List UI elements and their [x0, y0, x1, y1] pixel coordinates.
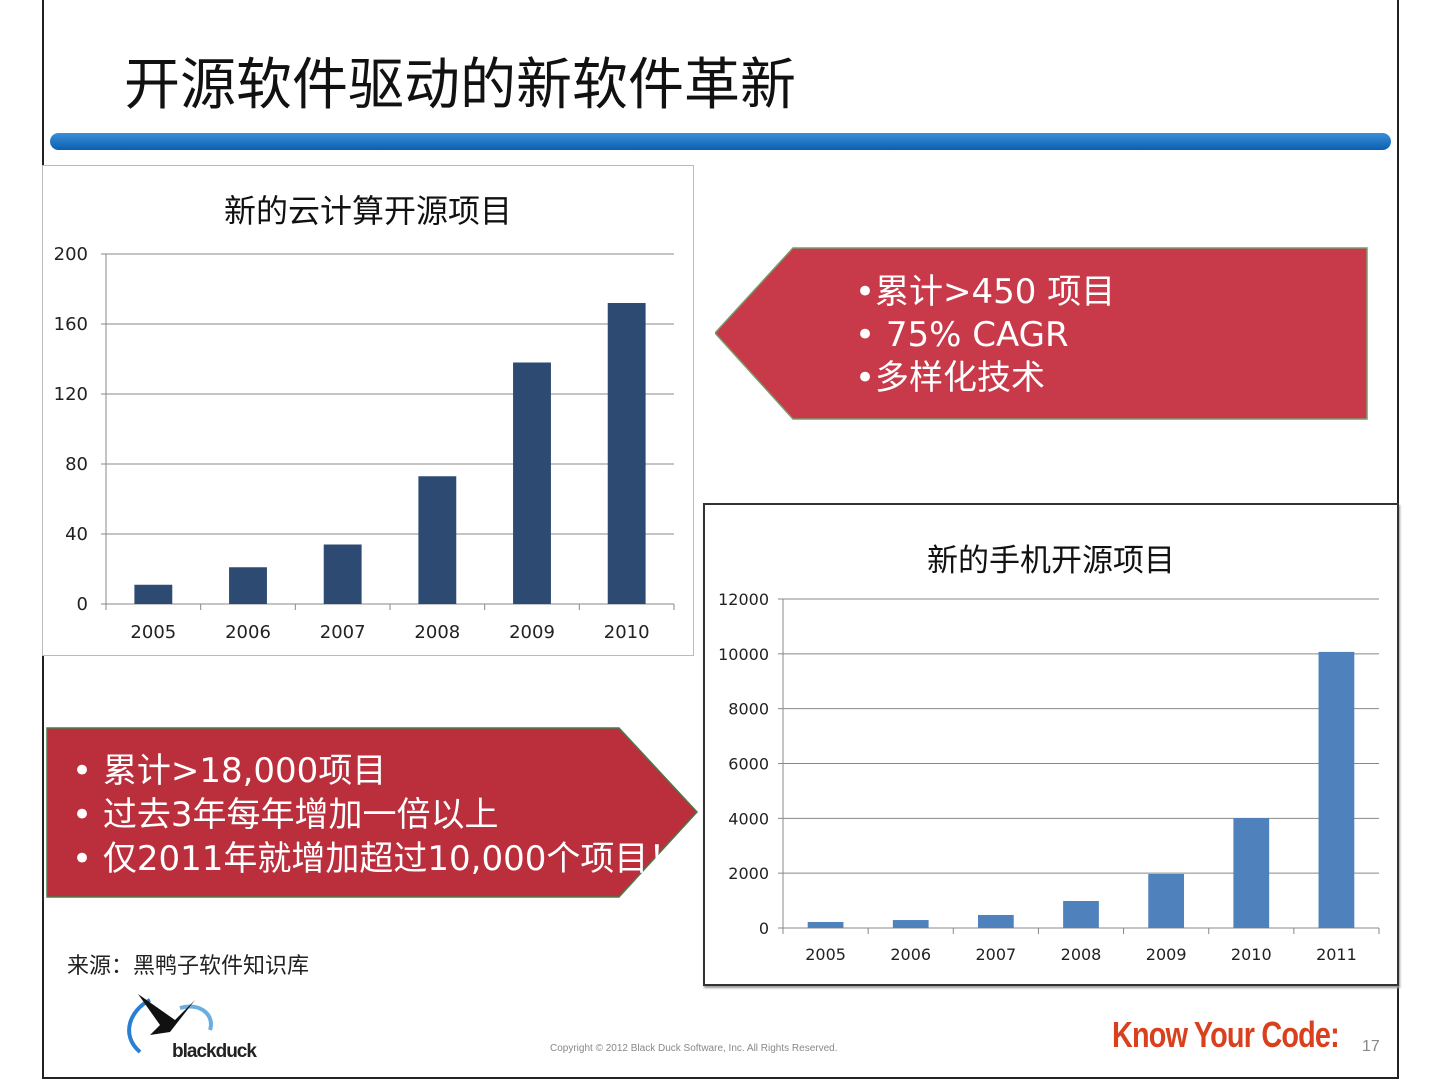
cloud-xtick-label: 2007	[320, 622, 366, 643]
mobile-xtick-label: 2005	[805, 945, 846, 964]
cloud-ytick-label: 200	[54, 244, 88, 265]
mobile-ytick-label: 12000	[718, 590, 769, 609]
mobile-callout-line: • 累计>18,000项目	[72, 751, 387, 791]
cloud-bar	[323, 544, 362, 604]
mobile-bar	[1318, 651, 1355, 928]
logo-text: blackduck	[172, 1041, 257, 1062]
source-note: 来源：黑鸭子软件知识库	[67, 954, 310, 979]
cloud-callout-line: •多样化技术	[855, 358, 1046, 398]
mobile-callout-line: • 过去3年每年增加一倍以上	[72, 795, 499, 835]
mobile-xtick-label: 2007	[975, 945, 1016, 964]
mobile-bar	[1233, 818, 1270, 928]
cloud-xtick-label: 2008	[414, 622, 460, 643]
mobile-callout-line: • 仅2011年就增加超过10,000个项目！	[72, 839, 683, 879]
slide-title: 开源软件驱动的新软件革新	[124, 53, 796, 118]
mobile-xtick-label: 2010	[1231, 945, 1272, 964]
cloud-chart-title: 新的云计算开源项目	[223, 192, 512, 230]
cloud-bar	[418, 476, 457, 604]
mobile-chart-plot: 0 2000 4000 6000 8000 10000 12000 2005 2006 2007 2…	[718, 590, 1380, 964]
cloud-xtick-label: 2005	[130, 622, 176, 643]
mobile-ytick-label: 0	[759, 919, 769, 938]
cloud-xtick-label: 2010	[604, 622, 650, 643]
cloud-callout-line: • 75% CAGR	[855, 315, 1069, 355]
mobile-xtick-label: 2011	[1316, 945, 1357, 964]
mobile-xtick-label: 2006	[890, 945, 931, 964]
cloud-bar	[607, 303, 646, 604]
mobile-chart-title: 新的手机开源项目	[927, 543, 1175, 579]
cloud-ytick-label: 40	[65, 524, 88, 545]
mobile-xtick-label: 2009	[1146, 945, 1187, 964]
mobile-bar	[1148, 873, 1185, 928]
cloud-callout-line: •累计>450 项目	[855, 272, 1116, 312]
cloud-bar	[134, 584, 173, 604]
mobile-bar	[807, 921, 844, 928]
cloud-ytick-label: 160	[54, 314, 88, 335]
mobile-ytick-label: 10000	[718, 645, 769, 664]
mobile-bar	[1063, 900, 1099, 928]
mobile-ytick-label: 6000	[728, 755, 769, 774]
mobile-chart: 新的手机开源项目 0 2000 4000 6000 8000 10000 12000 2005…	[703, 503, 1399, 986]
page-number: 17	[1362, 1038, 1380, 1055]
mobile-ytick-label: 4000	[728, 809, 769, 828]
title-divider-bar	[50, 133, 1391, 150]
cloud-chart-plot: 0 40 80 120 160 200 2005 2006 2007 2008 2009 2010	[54, 244, 675, 643]
cloud-ytick-label: 120	[54, 384, 88, 405]
mobile-callout: • 累计>18,000项目 • 过去3年每年增加一倍以上 • 仅2011年就增加…	[46, 727, 698, 898]
mobile-bar	[977, 914, 1014, 928]
cloud-bar	[513, 362, 551, 604]
cloud-bar	[229, 567, 267, 604]
cloud-xtick-label: 2009	[509, 622, 555, 643]
cloud-callout: •累计>450 项目 • 75% CAGR •多样化技术	[715, 247, 1368, 420]
cloud-xtick-label: 2006	[225, 622, 271, 643]
tagline: Know Your Code:	[1112, 1014, 1340, 1055]
mobile-ytick-label: 8000	[728, 700, 769, 719]
blackduck-logo-icon	[127, 994, 213, 1054]
mobile-bar	[892, 920, 929, 928]
cloud-ytick-label: 0	[77, 594, 88, 615]
cloud-chart: 新的云计算开源项目 0 40 80 120 160 200 2005 2006 2007 2008…	[42, 165, 694, 656]
mobile-ytick-label: 2000	[728, 864, 769, 883]
mobile-xtick-label: 2008	[1061, 945, 1102, 964]
cloud-ytick-label: 80	[65, 454, 88, 475]
copyright: Copyright © 2012 Black Duck Software, In…	[550, 1043, 838, 1054]
